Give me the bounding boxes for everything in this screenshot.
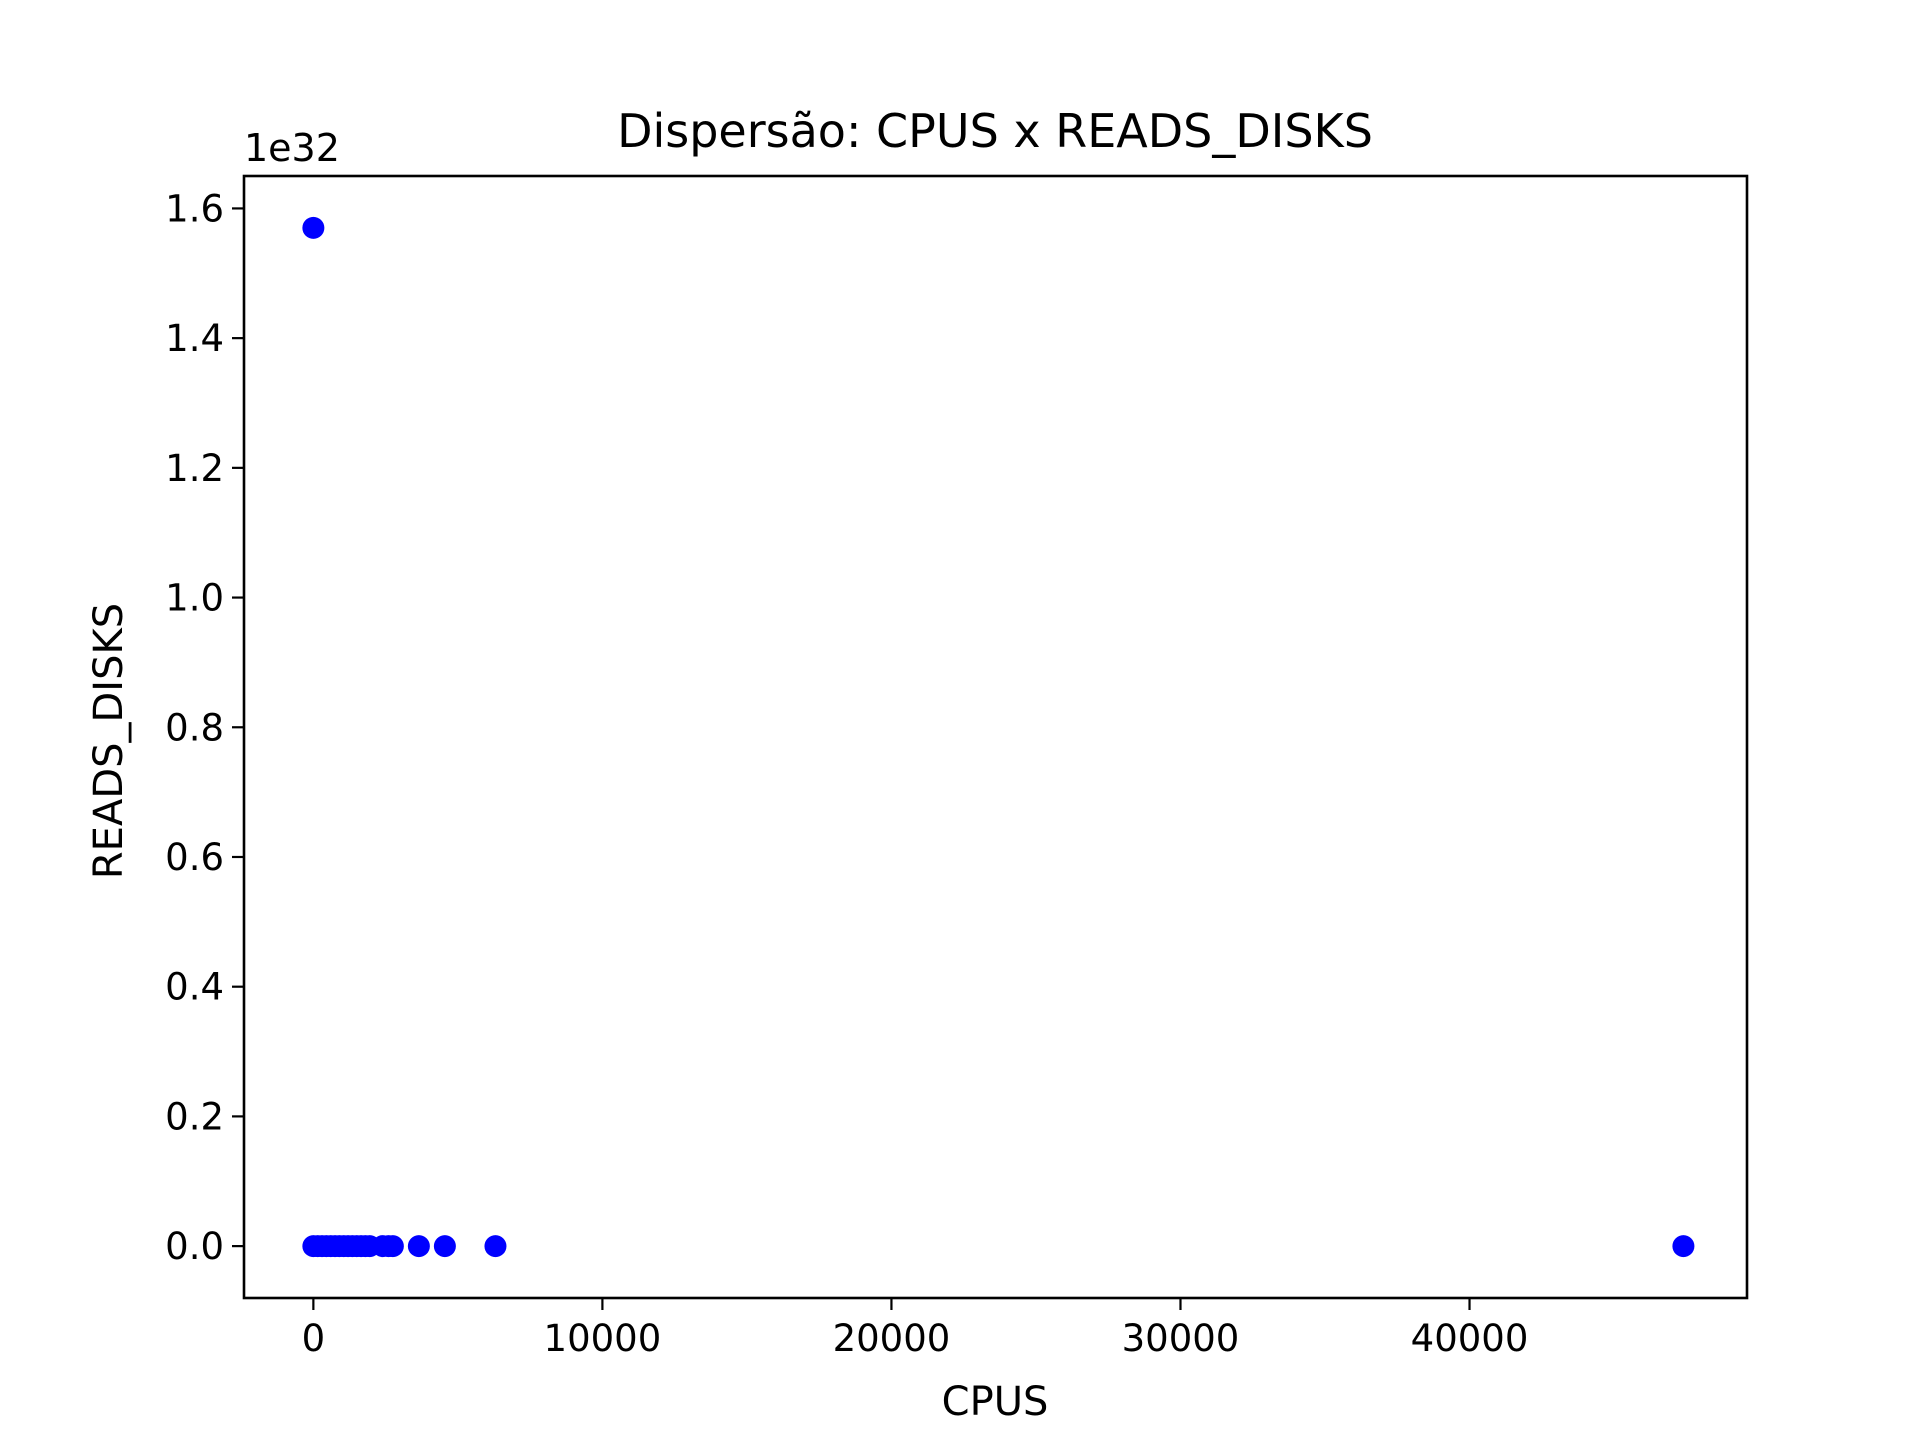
- y-tick-label: 0.6: [165, 836, 224, 879]
- y-tick-label: 0.8: [165, 706, 224, 749]
- y-tick-label: 0.2: [165, 1095, 224, 1138]
- scatter-point: [381, 1235, 404, 1258]
- x-tick-label: 40000: [1411, 1317, 1529, 1360]
- x-tick-label: 30000: [1122, 1317, 1240, 1360]
- y-tick-label: 1.6: [165, 187, 224, 230]
- scatter-point: [302, 216, 325, 239]
- x-axis-label: CPUS: [942, 1379, 1049, 1425]
- plot-area-frame: [242, 174, 1749, 1300]
- data-points: [302, 216, 1695, 1258]
- scatter-point: [484, 1235, 507, 1258]
- scatter-point: [433, 1235, 456, 1258]
- y-tick-label: 0.4: [165, 966, 224, 1009]
- y-tick-label: 0.0: [165, 1225, 224, 1268]
- y-tick-label: 1.2: [165, 447, 224, 490]
- scatter-point: [1672, 1235, 1695, 1258]
- x-axis-ticks: 0 10000 20000 30000 40000: [302, 1298, 1529, 1360]
- y-offset-label: 1e32: [244, 126, 340, 170]
- x-tick-label: 10000: [544, 1317, 662, 1360]
- y-axis-label: READS_DISKS: [86, 603, 132, 879]
- y-tick-label: 1.0: [165, 577, 224, 620]
- x-tick-label: 0: [302, 1317, 326, 1360]
- scatter-point: [407, 1235, 430, 1258]
- y-axis-ticks: 0.0 0.2 0.4 0.6 0.8 1.0 1.2 1.4 1.6: [165, 187, 244, 1268]
- y-tick-label: 1.4: [165, 317, 224, 360]
- chart-title: Dispersão: CPUS x READS_DISKS: [617, 104, 1373, 158]
- x-tick-label: 20000: [833, 1317, 951, 1360]
